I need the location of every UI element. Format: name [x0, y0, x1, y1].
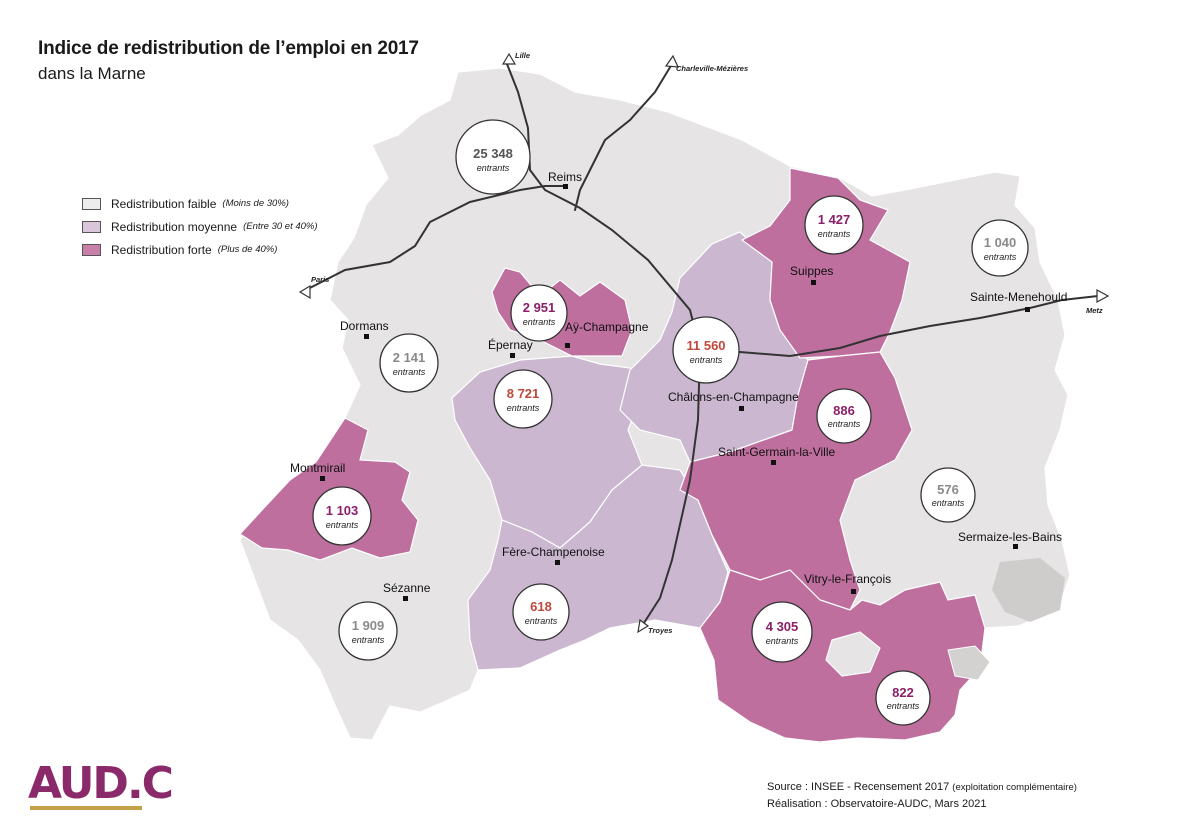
arrow-metz-icon — [1096, 288, 1110, 304]
legend-swatch-moyenne — [82, 220, 101, 233]
bubble-unit: entrants — [828, 419, 861, 429]
bubble-saint-germain: 886 entrants — [816, 388, 872, 444]
forest-area — [992, 558, 1065, 622]
bubble-unit: entrants — [523, 317, 556, 327]
map-title: Indice de redistribution de l’emploi en … — [38, 38, 419, 59]
direction-label-metz: Metz — [1086, 306, 1103, 315]
bubble-value: 1 103 — [326, 503, 359, 518]
legend-item-faible: Redistribution faible (Moins de 30%) — [82, 192, 318, 215]
bubble-value: 8 721 — [507, 386, 540, 401]
city-label-chalons: Châlons-en-Champagne — [668, 390, 799, 404]
bubble-value: 1 040 — [984, 235, 1017, 250]
map-subtitle: dans la Marne — [38, 64, 146, 83]
region-faible-enclave — [825, 631, 881, 677]
city-label-montmirail: Montmirail — [290, 461, 345, 475]
bubble-value: 618 — [530, 599, 552, 614]
legend-label: Redistribution faible — [111, 196, 217, 211]
bubble-value: 25 348 — [473, 146, 513, 161]
source-line: Source : INSEE - Recensement 2017 — [767, 781, 950, 793]
source-block: Source : INSEE - Recensement 2017 (explo… — [767, 779, 1077, 812]
city-label-sezanne: Sézanne — [383, 581, 431, 595]
realisation-line: Réalisation : Observatoire-AUDC, Mars 20… — [767, 798, 987, 810]
legend-item-forte: Redistribution forte (Plus de 40%) — [82, 238, 318, 261]
bubble-unit: entrants — [477, 163, 510, 173]
bubble-unit: entrants — [507, 403, 540, 413]
arrow-charleville-icon — [664, 54, 679, 68]
city-label-sainte-menehould: Sainte-Menehould — [970, 290, 1067, 304]
bubble-unit: entrants — [326, 520, 359, 530]
bubble-vitry: 4 305 entrants — [751, 601, 813, 663]
bubble-sezanne: 1 909 entrants — [338, 601, 398, 661]
bubble-unit: entrants — [690, 355, 723, 365]
bubble-value: 886 — [833, 403, 855, 418]
bubble-unit: entrants — [818, 229, 851, 239]
map-legend: Redistribution faible (Moins de 30%) Red… — [82, 192, 318, 261]
legend-label: Redistribution forte — [111, 242, 212, 257]
direction-label-lille: Lille — [515, 51, 530, 60]
bubble-unit: entrants — [525, 616, 558, 626]
direction-arrows: Lille Charleville-Mézières Paris Metz Tr… — [298, 51, 1110, 635]
bubble-epernay: 8 721 entrants — [493, 369, 553, 429]
legend-note: (Plus de 40%) — [217, 244, 278, 255]
audc-logo: AUD.C — [28, 758, 174, 809]
bubble-value: 4 305 — [766, 619, 799, 634]
bubble-value: 822 — [892, 685, 914, 700]
direction-label-troyes: Troyes — [648, 626, 672, 635]
city-label-sermaize: Sermaize-les-Bains — [958, 530, 1062, 544]
bubble-value: 576 — [937, 482, 959, 497]
city-markers — [320, 184, 1030, 601]
legend-item-moyenne: Redistribution moyenne (Entre 30 et 40%) — [82, 215, 318, 238]
bubble-fere-champenoise: 618 entrants — [512, 583, 570, 641]
bubble-chalons: 11 560 entrants — [672, 316, 740, 384]
direction-label-charleville: Charleville-Mézières — [676, 64, 748, 73]
source-note: (exploitation complémentaire) — [952, 782, 1077, 793]
city-label-epernay: Épernay — [488, 337, 533, 352]
city-label-reims: Reims — [548, 170, 582, 184]
legend-note: (Moins de 30%) — [222, 198, 289, 209]
bubble-sainte-menehould: 1 040 entrants — [971, 219, 1029, 277]
bubble-unit: entrants — [932, 498, 965, 508]
bubble-value: 1 909 — [352, 618, 385, 633]
bubble-suippes: 1 427 entrants — [804, 195, 864, 255]
bubble-sermaize: 576 entrants — [920, 467, 976, 523]
city-label-ay-champagne: Aÿ-Champagne — [565, 320, 649, 334]
road-network — [301, 63, 1099, 627]
city-label-saint-germain: Saint-Germain-la-Ville — [718, 445, 835, 459]
bubble-south-vitry: 822 entrants — [875, 670, 931, 726]
bubble-value: 2 951 — [523, 300, 556, 315]
arrow-paris-icon — [298, 284, 311, 300]
city-label-fere-champenoise: Fère-Champenoise — [502, 545, 605, 559]
city-label-vitry: Vitry-le-François — [804, 572, 891, 586]
bubble-ay-champagne: 2 951 entrants — [510, 284, 568, 342]
city-label-dormans: Dormans — [340, 319, 389, 333]
forest-area-south — [947, 645, 991, 681]
region-forte-montmirail — [239, 417, 419, 561]
legend-swatch-faible — [82, 197, 101, 210]
bubble-unit: entrants — [393, 367, 426, 377]
arrow-troyes-icon — [637, 618, 650, 634]
direction-label-paris: Paris — [311, 275, 329, 284]
bubble-value: 11 560 — [686, 338, 725, 353]
bubble-value: 1 427 — [818, 212, 851, 227]
bubble-unit: entrants — [984, 252, 1017, 262]
bubble-dormans: 2 141 entrants — [379, 333, 439, 393]
bubble-value: 2 141 — [393, 350, 426, 365]
city-label-suippes: Suippes — [790, 264, 833, 278]
legend-note: (Entre 30 et 40%) — [243, 221, 318, 232]
bubble-unit: entrants — [887, 701, 920, 711]
bubble-unit: entrants — [766, 636, 799, 646]
arrow-lille-icon — [501, 52, 517, 65]
bubble-unit: entrants — [352, 635, 385, 645]
bubble-reims: 25 348 entrants — [455, 119, 531, 195]
legend-swatch-forte — [82, 243, 101, 256]
logo-underline — [30, 806, 142, 810]
bubble-montmirail: 1 103 entrants — [312, 486, 372, 546]
legend-label: Redistribution moyenne — [111, 219, 238, 234]
